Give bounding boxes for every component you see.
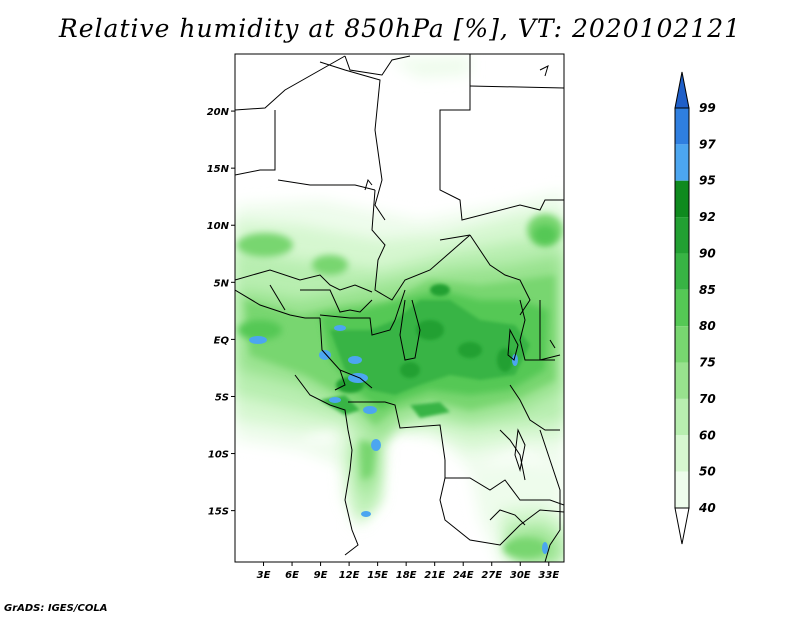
lon-tick-label: 18E <box>396 570 417 581</box>
colorbar-segment <box>675 362 689 399</box>
lat-tick-label: 15S <box>208 507 229 518</box>
colorbar: 99 97 95 92 90 85 80 75 70 60 50 40 <box>674 71 716 545</box>
colorbar-segment <box>675 108 689 145</box>
colorbar-label: 75 <box>699 356 716 370</box>
colorbar-segment <box>675 326 689 363</box>
lon-tick-label: 27E <box>481 570 502 581</box>
colorbar-segment <box>675 144 689 181</box>
colorbar-bottom-arrow <box>674 507 690 545</box>
colorbar-segment <box>675 253 689 290</box>
colorbar-label: 60 <box>699 428 716 442</box>
lon-tick-label: 33E <box>538 570 559 581</box>
colorbar-label: 70 <box>699 392 716 406</box>
colorbar-label: 90 <box>699 246 716 260</box>
lat-tick-label: 10N <box>207 221 230 232</box>
humidity-field <box>235 56 564 562</box>
country-borders <box>235 54 564 562</box>
colorbar-segment <box>675 435 689 472</box>
lon-tick-label: 30E <box>510 570 531 581</box>
lat-tick-label: 15N <box>207 164 230 175</box>
chart-title: Relative humidity at 850hPa [%], VT: 202… <box>58 14 742 43</box>
colorbar-segment <box>675 180 689 218</box>
colorbar-segment <box>675 398 689 436</box>
lon-tick-label: 15E <box>367 570 388 581</box>
field-layer-90 <box>336 284 513 393</box>
lon-tick-label: 12E <box>339 570 360 581</box>
lon-axis: 3E 6E 9E 12E 15E 18E 21E 24E 27E 30E 33E <box>257 562 559 581</box>
lon-tick-label: 24E <box>453 570 474 581</box>
lon-tick-label: 6E <box>285 570 299 581</box>
lat-axis: 20N 15N 10N 5N EQ 5S 10S 15S <box>207 107 235 518</box>
colorbar-label: 85 <box>699 283 716 297</box>
colorbar-segment <box>675 217 689 254</box>
colorbar-label: 97 <box>699 137 716 151</box>
colorbar-label: 92 <box>699 210 716 224</box>
map-frame: 20N 15N 10N 5N EQ 5S 10S 15S 3E 6E 9E 12E 15E 18E 21E… <box>207 53 565 581</box>
lat-tick-label: 20N <box>207 107 230 118</box>
footer-credit: GrADS: IGES/COLA <box>4 603 108 614</box>
map-border <box>234 53 565 563</box>
lon-tick-label: 9E <box>314 570 328 581</box>
colorbar-segment <box>675 471 689 508</box>
colorbar-segment <box>675 289 689 327</box>
colorbar-label: 50 <box>699 465 716 479</box>
colorbar-label: 40 <box>698 501 716 515</box>
lon-tick-label: 3E <box>257 570 271 581</box>
field-layer-85 <box>320 300 530 418</box>
lat-tick-label: 10S <box>208 450 229 461</box>
lat-tick-label: 5N <box>214 278 230 289</box>
lon-tick-label: 21E <box>424 570 445 581</box>
colorbar-label: 95 <box>699 174 716 188</box>
colorbar-label: 80 <box>699 319 716 333</box>
lat-tick-label: 5S <box>215 392 229 403</box>
colorbar-top-arrow <box>674 71 690 109</box>
colorbar-label: 99 <box>699 101 716 115</box>
lat-tick-label: EQ <box>214 335 230 346</box>
